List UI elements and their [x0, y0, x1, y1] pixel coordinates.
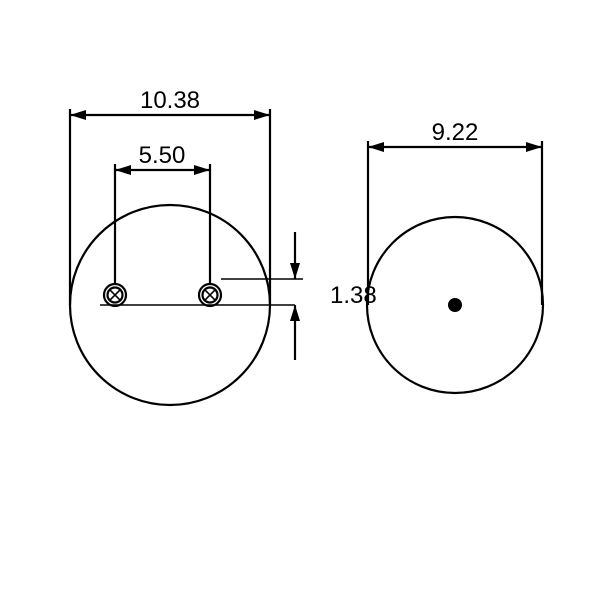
technical-drawing: 10.385.501.389.22 — [0, 0, 600, 600]
center-dot — [448, 298, 462, 312]
dim-5-50: 5.50 — [139, 142, 186, 169]
dim-9-22: 9.22 — [432, 119, 479, 146]
dim-10-38: 10.38 — [140, 87, 200, 114]
